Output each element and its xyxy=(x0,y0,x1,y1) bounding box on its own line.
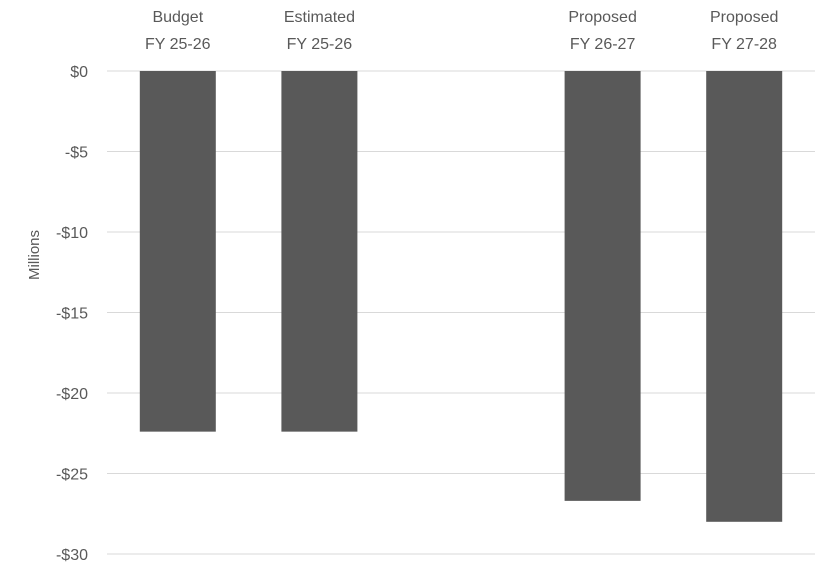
bars xyxy=(139,71,783,522)
category-label: Proposed xyxy=(568,9,637,26)
y-axis-title: Millions xyxy=(26,230,43,280)
category-label: Proposed xyxy=(710,9,779,26)
y-tick-label: -$30 xyxy=(56,547,88,564)
y-tick-label: $0 xyxy=(70,64,88,81)
category-labels: Budget FY 25-26 Estimated FY 25-26 Proposed F… xyxy=(145,9,778,53)
bar xyxy=(706,71,783,522)
y-axis-tick-labels: $0 -$5 -$10 -$15 -$20 -$25 -$30 xyxy=(56,64,88,564)
category-label: Budget xyxy=(152,9,203,26)
bar xyxy=(281,71,358,432)
y-tick-label: -$10 xyxy=(56,225,88,242)
category-label: FY 25-26 xyxy=(287,36,353,53)
category-label: FY 26-27 xyxy=(570,36,636,53)
category-label: FY 25-26 xyxy=(145,36,211,53)
bar xyxy=(564,71,641,501)
y-tick-label: -$20 xyxy=(56,386,88,403)
bar xyxy=(139,71,216,432)
y-tick-label: -$25 xyxy=(56,467,88,484)
y-tick-label: -$15 xyxy=(56,306,88,323)
y-tick-label: -$5 xyxy=(65,145,88,162)
category-label: Estimated xyxy=(284,9,355,26)
category-label: FY 27-28 xyxy=(711,36,777,53)
gridlines xyxy=(107,70,815,555)
